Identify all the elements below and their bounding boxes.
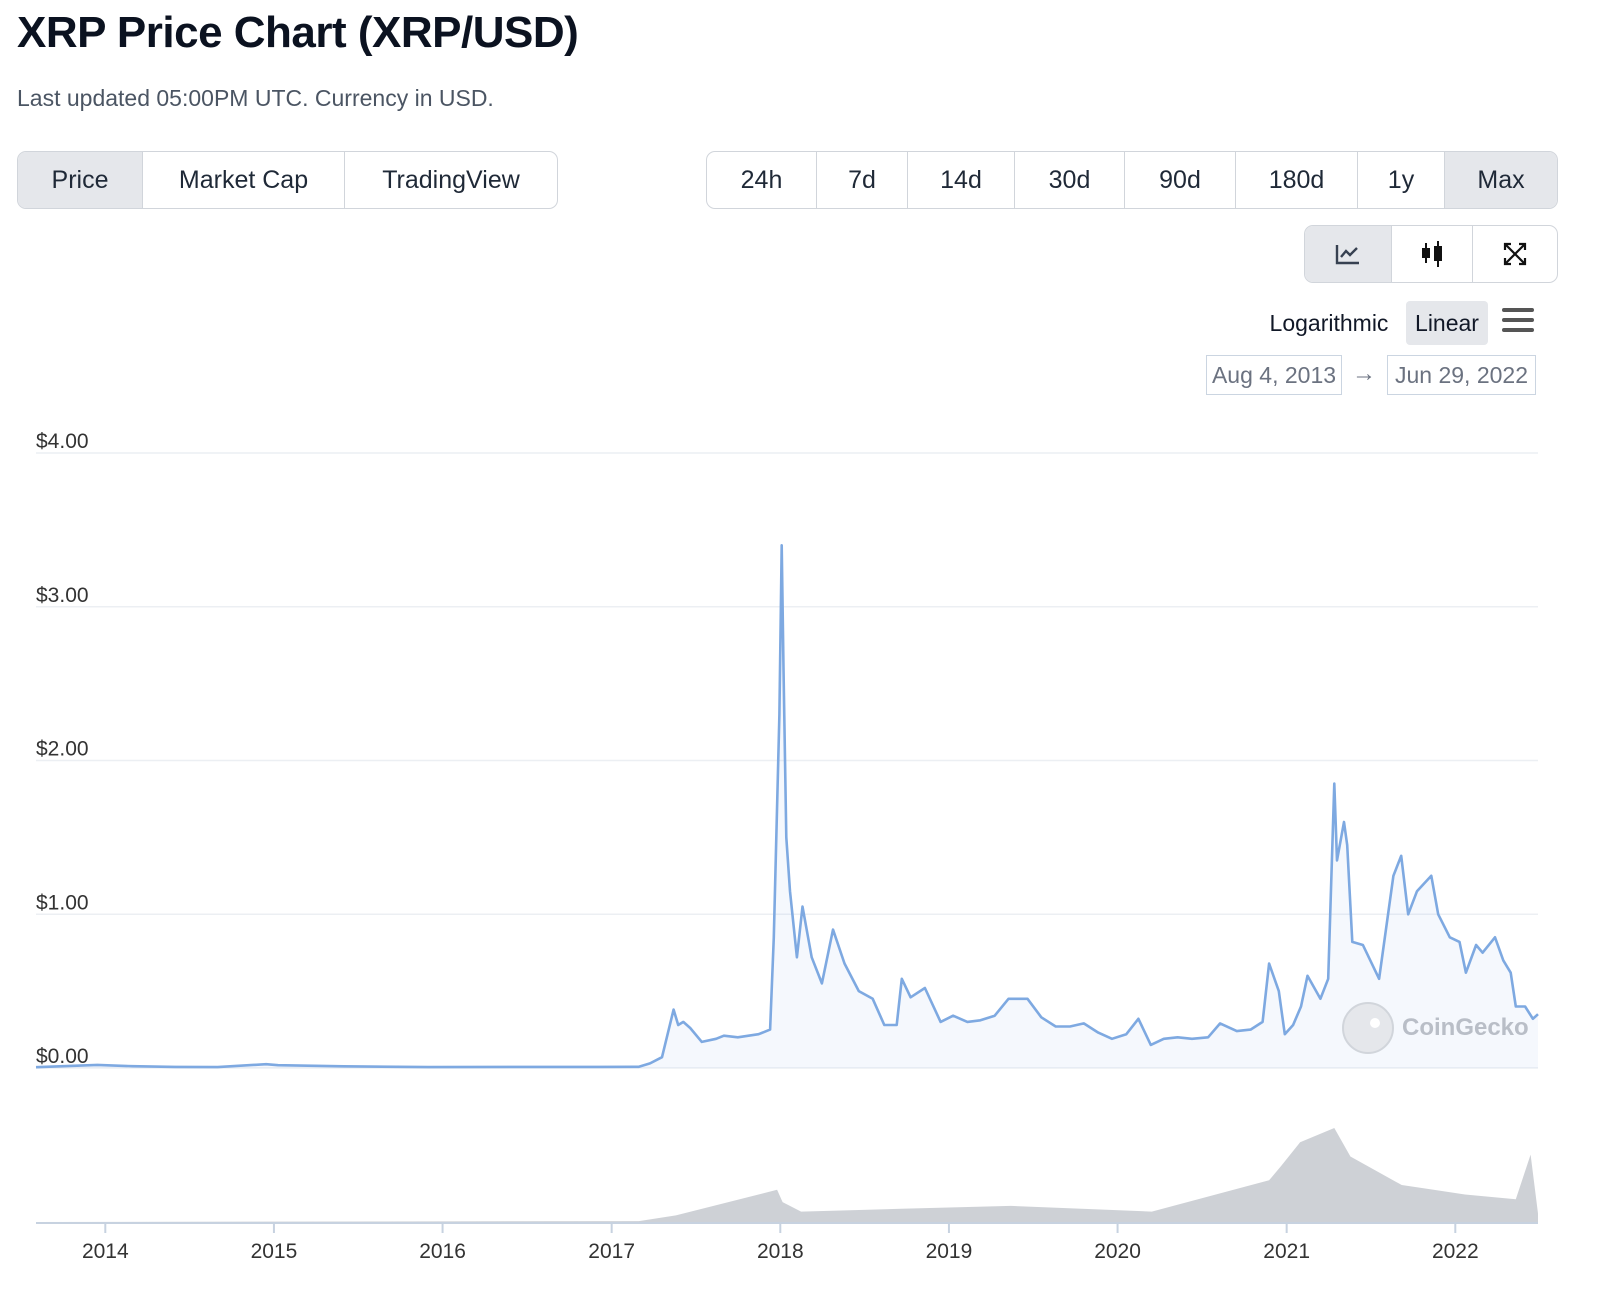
x-tick-label: 2022 bbox=[1432, 1240, 1479, 1263]
y-tick-label: $3.00 bbox=[36, 584, 89, 607]
price-line bbox=[35, 544, 1539, 1069]
y-tick-label: $2.00 bbox=[36, 738, 89, 761]
x-tick-label: 2016 bbox=[419, 1240, 466, 1263]
range-24h-button[interactable]: 24h bbox=[707, 152, 817, 208]
date-range-arrow: → bbox=[1352, 360, 1376, 387]
range-14d-button[interactable]: 14d bbox=[908, 152, 1015, 208]
candlestick-button[interactable] bbox=[1392, 226, 1473, 282]
watermark-text: CoinGecko bbox=[1402, 1014, 1529, 1041]
scale-logarithmic-button[interactable]: Logarithmic bbox=[1269, 309, 1389, 336]
page-title: XRP Price Chart (XRP/USD) bbox=[17, 8, 579, 57]
last-updated-text: Last updated 05:00PM UTC. Currency in US… bbox=[17, 85, 494, 111]
coingecko-watermark: CoinGecko bbox=[1342, 1002, 1529, 1054]
fullscreen-button[interactable] bbox=[1473, 226, 1557, 282]
y-tick-label: $1.00 bbox=[36, 891, 89, 914]
expand-icon bbox=[1503, 242, 1527, 266]
x-tick-label: 2021 bbox=[1263, 1240, 1310, 1263]
range-90d-button[interactable]: 90d bbox=[1125, 152, 1236, 208]
view-tab-group: Price Market Cap TradingView bbox=[17, 151, 558, 209]
x-tick-label: 2020 bbox=[1094, 1240, 1141, 1263]
hamburger-menu-icon[interactable] bbox=[1502, 308, 1534, 336]
range-7d-button[interactable]: 7d bbox=[817, 152, 908, 208]
scale-linear-button[interactable]: Linear bbox=[1406, 301, 1488, 345]
time-range-group: 24h 7d 14d 30d 90d 180d 1y Max bbox=[706, 151, 1558, 209]
line-chart-button[interactable] bbox=[1305, 226, 1392, 282]
tab-tradingview[interactable]: TradingView bbox=[382, 165, 520, 194]
x-tick-label: 2019 bbox=[926, 1240, 973, 1263]
range-180d-button[interactable]: 180d bbox=[1236, 152, 1358, 208]
coingecko-logo-icon bbox=[1342, 1002, 1394, 1054]
range-30d-button[interactable]: 30d bbox=[1015, 152, 1125, 208]
tab-price[interactable]: Price bbox=[18, 152, 143, 208]
y-tick-label: $0.00 bbox=[36, 1045, 89, 1068]
volume-area bbox=[36, 1128, 1538, 1223]
x-tick-label: 2014 bbox=[82, 1240, 129, 1263]
tab-market-cap[interactable]: Market Cap bbox=[143, 152, 345, 208]
candlestick-icon bbox=[1422, 241, 1442, 267]
date-to-input[interactable]: Jun 29, 2022 bbox=[1387, 355, 1536, 395]
chart-type-group bbox=[1304, 225, 1558, 283]
range-max-button[interactable]: Max bbox=[1445, 152, 1557, 208]
x-tick-label: 2015 bbox=[251, 1240, 298, 1263]
x-tick-label: 2017 bbox=[588, 1240, 635, 1263]
y-tick-label: $4.00 bbox=[36, 430, 89, 453]
x-tick-label: 2018 bbox=[757, 1240, 804, 1263]
price-chart: $0.00 $1.00 $2.00 $3.00 $4.00 2014 2015 2016 201… bbox=[35, 430, 1539, 1263]
date-from-input[interactable]: Aug 4, 2013 bbox=[1206, 355, 1342, 395]
line-chart-icon bbox=[1335, 245, 1359, 265]
range-1y-button[interactable]: 1y bbox=[1358, 152, 1445, 208]
